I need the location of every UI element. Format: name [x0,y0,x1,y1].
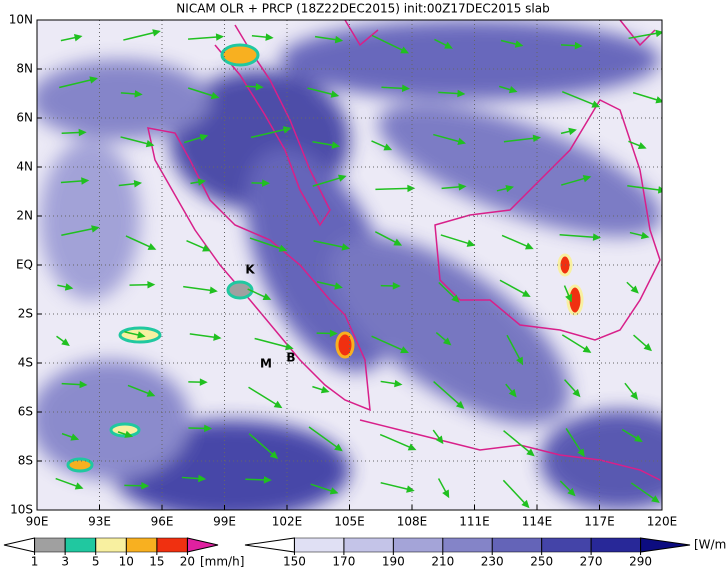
colorbar-label: 250 [530,555,553,569]
y-tick-label: 4N [16,160,33,174]
colorbar-box [393,538,442,552]
colorbar-box [96,538,127,552]
x-tick-label: 108E [397,515,428,529]
colorbar-label: 150 [283,555,306,569]
colorbar-label: 230 [481,555,504,569]
y-tick-label: 8N [16,62,33,76]
colorbar-label: 290 [629,555,652,569]
x-tick-label: 114E [522,515,553,529]
y-tick-label: EQ [16,258,33,272]
colorbar-box [126,538,157,552]
colorbar-unit: [mm/h] [200,555,244,569]
x-tick-label: 117E [584,515,615,529]
colorbar-box [294,538,343,552]
colorbar-label: 20 [180,555,195,569]
colorbar-label: 3 [61,555,69,569]
x-tick-label: 120E [647,515,678,529]
y-tick-label: 4S [18,356,33,370]
y-tick-label: 10N [9,13,33,27]
colorbar-box [35,538,66,552]
colorbar-label: 210 [431,555,454,569]
colorbar-end [641,538,690,552]
colorbar-label: 1 [31,555,39,569]
place-label: B [286,351,295,365]
colorbar-box [492,538,541,552]
colorbar-label: 270 [580,555,603,569]
y-tick-label: 6N [16,111,33,125]
colorbar-label: 10 [119,555,134,569]
x-tick-label: 105E [334,515,365,529]
colorbar-box [542,538,591,552]
colorbar-box [157,538,188,552]
y-tick-label: 10S [10,503,33,517]
colorbar-label: 15 [149,555,164,569]
colorbar-unit: [W/m^2] [694,538,726,552]
title: NICAM OLR + PRCP (18Z22DEC2015) init:00Z… [176,2,549,16]
colorbar-end [245,538,294,552]
colorbar-end [187,538,218,552]
x-tick-label: 111E [459,515,490,529]
colorbar-label: 5 [92,555,100,569]
x-tick-label: 102E [272,515,303,529]
colorbar-box [344,538,393,552]
colorbar-label: 170 [332,555,355,569]
colorbar-box [443,538,492,552]
y-tick-label: 8S [18,454,33,468]
y-tick-label: 2N [16,209,33,223]
map-field [30,20,700,520]
colorbar-label: 190 [382,555,405,569]
x-tick-label: 93E [88,515,111,529]
place-label: M [260,357,272,371]
x-tick-label: 99E [213,515,236,529]
x-tick-label: 96E [151,515,174,529]
place-label: K [245,263,255,277]
x-tick-label: 90E [26,515,49,529]
colorbar-box [65,538,96,552]
colorbar-end [4,538,35,552]
colorbar-box [591,538,640,552]
y-tick-label: 6S [18,405,33,419]
y-tick-label: 2S [18,307,33,321]
